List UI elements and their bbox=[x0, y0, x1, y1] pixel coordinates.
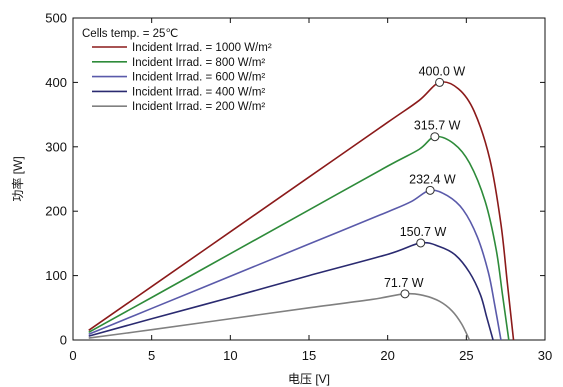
x-tick-label: 20 bbox=[380, 348, 394, 363]
x-tick-label: 15 bbox=[302, 348, 316, 363]
peak-label: 315.7 W bbox=[414, 119, 461, 133]
y-tick-label: 300 bbox=[45, 139, 67, 154]
legend: Cells temp. = 25℃ Incident Irrad. = 1000… bbox=[82, 28, 272, 113]
legend-entry: Incident Irrad. = 1000 W/m² bbox=[132, 42, 272, 54]
series-line bbox=[88, 135, 510, 341]
peak-label: 150.7 W bbox=[400, 225, 447, 239]
legend-title: Cells temp. = 25℃ bbox=[82, 28, 178, 40]
peak-marker bbox=[430, 132, 440, 142]
y-tick-label: 500 bbox=[45, 11, 67, 26]
x-tick-label: 30 bbox=[538, 348, 552, 363]
series-line bbox=[88, 189, 502, 341]
x-tick-label: 25 bbox=[459, 348, 473, 363]
y-axis-title: 功率 [W] bbox=[10, 156, 25, 201]
y-tick-label: 400 bbox=[45, 75, 67, 90]
y-tick-label: 100 bbox=[45, 268, 67, 283]
x-axis: 0 5 10 15 20 25 30 bbox=[69, 18, 552, 363]
peak-marker bbox=[400, 289, 410, 299]
peak-marker bbox=[425, 185, 435, 195]
peak-label: 71.7 W bbox=[384, 276, 424, 290]
peak-marker bbox=[435, 77, 445, 87]
y-tick-label: 200 bbox=[45, 204, 67, 219]
y-axis: 0 100 200 300 400 500 bbox=[45, 11, 545, 348]
legend-entry: Incident Irrad. = 200 W/m² bbox=[132, 101, 265, 113]
x-tick-label: 0 bbox=[69, 348, 76, 363]
legend-items: Incident Irrad. = 1000 W/m² Incident Irra… bbox=[92, 42, 272, 113]
x-tick-label: 10 bbox=[223, 348, 237, 363]
series-line bbox=[88, 81, 515, 341]
peak-label: 400.0 W bbox=[419, 64, 466, 78]
legend-entry: Incident Irrad. = 400 W/m² bbox=[132, 86, 265, 98]
peak-markers: 400.0 W 315.7 W 232.4 W 150.7 W 71.7 W bbox=[384, 64, 466, 299]
peak-label: 232.4 W bbox=[409, 172, 456, 186]
x-axis-title: 电压 [V] bbox=[288, 372, 330, 386]
legend-entry: Incident Irrad. = 800 W/m² bbox=[132, 57, 265, 69]
peak-marker bbox=[416, 238, 426, 248]
legend-entry: Incident Irrad. = 600 W/m² bbox=[132, 72, 265, 84]
y-tick-label: 0 bbox=[60, 333, 67, 348]
x-tick-label: 5 bbox=[148, 348, 155, 363]
